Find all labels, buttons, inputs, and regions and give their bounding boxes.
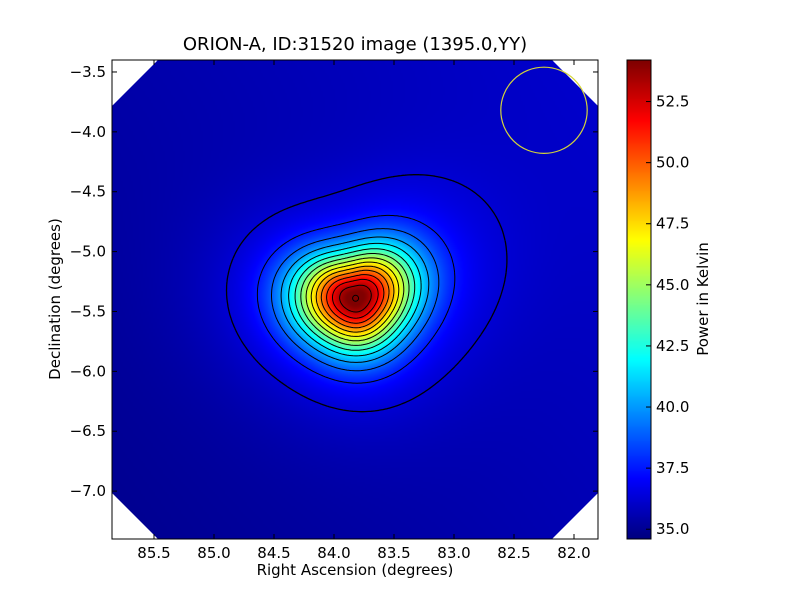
contour-line bbox=[280, 236, 430, 363]
x-tick-label: 82.5 bbox=[497, 544, 530, 562]
colorbar-tick-label: 52.5 bbox=[656, 93, 689, 111]
colorbar-tick-label: 47.5 bbox=[656, 215, 689, 233]
colorbar-gradient bbox=[627, 60, 651, 539]
contour-line bbox=[225, 174, 508, 413]
colorbar-tick-label: 42.5 bbox=[656, 337, 689, 355]
contour-line bbox=[339, 284, 372, 313]
y-tick-label: −5.5 bbox=[70, 302, 106, 320]
y-tick-label: −6.0 bbox=[70, 362, 106, 380]
blank-corner bbox=[552, 493, 598, 539]
contour-line bbox=[256, 214, 456, 384]
y-tick-label: −4.5 bbox=[70, 183, 106, 201]
x-tick-label: 85.0 bbox=[197, 544, 230, 562]
contour-line bbox=[310, 261, 400, 337]
axes: 85.5 85.0 84.5 84.0 83.5 83.0 82.5 82.0 −3.5 −4.0… bbox=[70, 60, 598, 562]
contour-line bbox=[300, 253, 410, 346]
contour-line bbox=[320, 269, 390, 329]
peak-marker bbox=[352, 294, 360, 302]
y-tick-label: −7.0 bbox=[70, 482, 106, 500]
x-tick-label: 85.5 bbox=[137, 544, 170, 562]
contour-line bbox=[305, 257, 405, 342]
blank-corner bbox=[112, 493, 158, 539]
plot-frame bbox=[111, 59, 599, 540]
y-tick-label: −4.0 bbox=[70, 123, 106, 141]
y-tick-label: −3.5 bbox=[70, 63, 106, 81]
contour-lines bbox=[225, 174, 508, 413]
heatmap-image bbox=[112, 60, 598, 539]
y-tick-label: −6.5 bbox=[70, 422, 106, 440]
x-tick-label: 84.0 bbox=[317, 544, 350, 562]
colorbar-tick-label: 40.0 bbox=[656, 398, 689, 416]
colorbar-tick-label: 37.5 bbox=[656, 459, 689, 477]
contour-line bbox=[315, 265, 395, 333]
x-axis-label: Right Ascension (degrees) bbox=[256, 561, 454, 579]
colorbar-frame bbox=[626, 59, 652, 540]
contour-line bbox=[288, 242, 422, 357]
y-axis-label: Declination (degrees) bbox=[46, 218, 64, 380]
blank-corner bbox=[112, 60, 158, 106]
colorbar-tick-label: 35.0 bbox=[656, 520, 689, 538]
colorbar-label: Power in Kelvin bbox=[694, 242, 712, 356]
contour-line bbox=[332, 278, 379, 319]
beam-circle bbox=[500, 66, 588, 155]
contour-line bbox=[326, 274, 385, 324]
y-tick-label: −5.0 bbox=[70, 243, 106, 261]
colorbar-axis: 35.0 37.5 40.0 42.5 45.0 47.5 50.0 52.5 bbox=[646, 93, 689, 538]
x-tick-label: 83.5 bbox=[377, 544, 410, 562]
colorbar-tick-label: 45.0 bbox=[656, 276, 689, 294]
contour-line bbox=[271, 228, 440, 372]
x-tick-label: 83.0 bbox=[437, 544, 470, 562]
contour-line bbox=[294, 248, 416, 351]
beam-ellipse bbox=[500, 66, 588, 155]
x-tick-label: 82.0 bbox=[557, 544, 590, 562]
chart-title: ORION-A, ID:31520 image (1395.0,YY) bbox=[182, 34, 528, 55]
x-tick-label: 84.5 bbox=[257, 544, 290, 562]
colorbar-tick-label: 50.0 bbox=[656, 154, 689, 172]
blank-corners bbox=[112, 60, 598, 539]
